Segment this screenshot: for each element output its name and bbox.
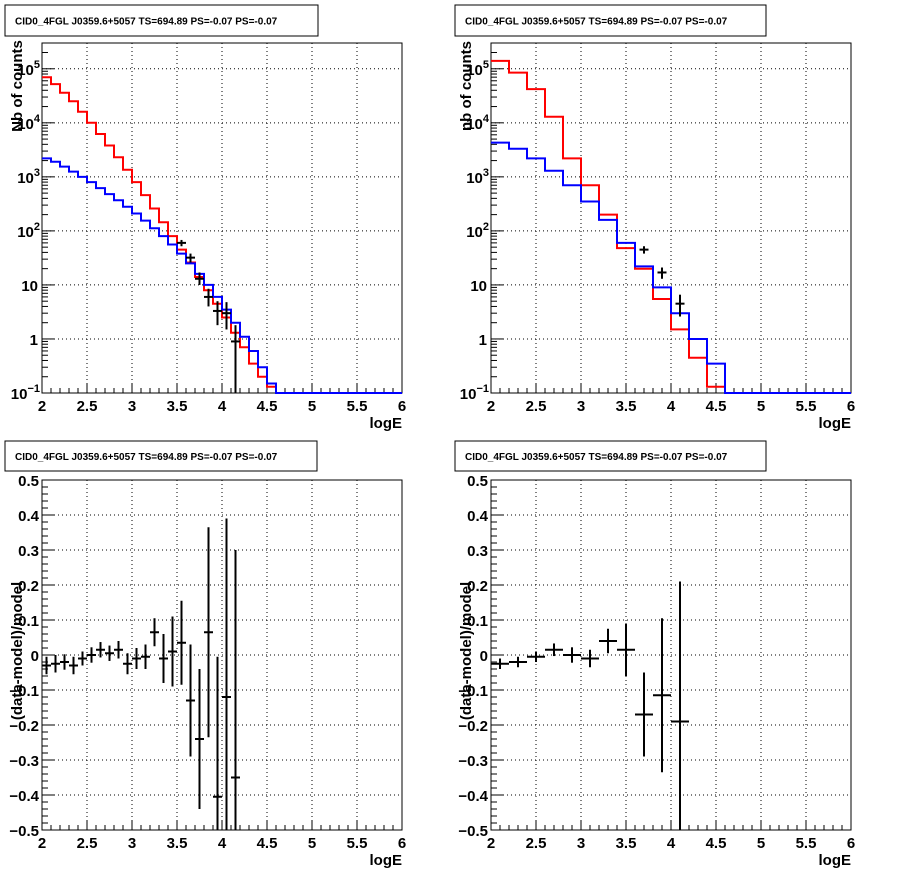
y-tick-label: 0 <box>31 648 39 665</box>
y-tick-label: 104 <box>466 113 490 133</box>
histogram-series-2 <box>491 141 851 394</box>
y-tick-label: −0.1 <box>458 683 488 700</box>
y-tick-label: 1 <box>30 332 38 349</box>
y-tick-label: −0.4 <box>9 788 39 805</box>
y-tick-label: 1 <box>479 332 487 349</box>
x-tick-label: 3 <box>577 398 585 415</box>
x-tick-label: 3.5 <box>616 398 637 415</box>
y-tick-label: 104 <box>17 113 41 133</box>
chart-panel-4: 2 2.5 3 3.5 4 4.5 5 5.5 6 −0.5 −0.4 −0.3 −0.2 −0.1 0 0.… <box>454 440 855 869</box>
y-axis-title: (data-model)/model <box>9 582 26 720</box>
x-tick-label: 2 <box>487 835 495 852</box>
y-tick-label: 102 <box>17 221 40 241</box>
chart-panel-1: 2 2.5 3 3.5 4 4.5 5 5.5 6 10−1 1 10 102 103 104 105 logE… <box>4 4 406 432</box>
x-tick-label: 3 <box>128 398 136 415</box>
x-tick-label: 2.5 <box>526 398 547 415</box>
x-axis-title: logE <box>819 852 852 869</box>
x-tick-label: 4 <box>218 398 227 415</box>
x-tick-label: 3.5 <box>616 835 637 852</box>
x-tick-label: 5.5 <box>796 835 817 852</box>
y-tick-label: −0.5 <box>9 823 39 840</box>
y-tick-label: 105 <box>17 59 40 79</box>
chart-title: CID0_4FGL J0359.6+5057 TS=694.89 PS=-0.0… <box>15 452 278 463</box>
title-box <box>4 440 318 472</box>
x-tick-label: 3 <box>128 835 136 852</box>
plot-frame <box>41 42 403 394</box>
y-tick-label: 103 <box>466 167 489 187</box>
y-tick-label: 0.4 <box>467 508 489 525</box>
plot-frame <box>490 42 852 394</box>
title-box <box>454 4 767 37</box>
x-tick-label: 2 <box>487 398 495 415</box>
x-tick-label: 6 <box>847 398 855 415</box>
y-axis-title: (data-model)/model <box>458 582 475 720</box>
y-tick-label: 105 <box>466 59 489 79</box>
y-tick-label: −0.5 <box>458 823 488 840</box>
y-tick-label: 0.1 <box>18 613 39 630</box>
x-tick-label: 2.5 <box>526 835 547 852</box>
title-box <box>454 440 767 472</box>
y-axis-title: Nb of counts <box>9 40 26 132</box>
y-tick-label: 103 <box>17 167 40 187</box>
x-tick-label: 4.5 <box>257 398 278 415</box>
x-tick-label: 5.5 <box>347 835 368 852</box>
x-tick-label: 5 <box>757 835 765 852</box>
y-tick-label: 10−1 <box>11 383 40 403</box>
y-tick-label: 0.3 <box>18 543 39 560</box>
y-tick-label: −0.1 <box>9 683 39 700</box>
x-tick-label: 3 <box>577 835 585 852</box>
x-axis-title: logE <box>819 415 852 432</box>
chart-panel-3: 2 2.5 3 3.5 4 4.5 5 5.5 6 −0.5 −0.4 −0.3 −0.2 −0.1 0 0.… <box>4 440 406 869</box>
x-tick-label: 4 <box>218 835 227 852</box>
histogram-series-2 <box>42 157 402 394</box>
y-tick-label: 0.3 <box>467 543 488 560</box>
x-tick-label: 5.5 <box>347 398 368 415</box>
x-tick-label: 4.5 <box>706 398 727 415</box>
x-tick-label: 4.5 <box>257 835 278 852</box>
y-tick-label: 102 <box>466 221 489 241</box>
y-tick-label: 0.5 <box>18 473 39 490</box>
y-tick-label: 0.5 <box>467 473 488 490</box>
x-tick-label: 5 <box>757 398 765 415</box>
y-tick-label: 10−1 <box>460 383 489 403</box>
y-tick-label: 0.2 <box>467 578 488 595</box>
x-tick-label: 6 <box>398 398 406 415</box>
x-tick-label: 5 <box>308 398 316 415</box>
x-tick-label: 3.5 <box>167 835 188 852</box>
x-tick-label: 4 <box>667 835 676 852</box>
x-axis-title: logE <box>370 852 403 869</box>
y-tick-label: −0.3 <box>458 753 488 770</box>
y-tick-label: −0.2 <box>9 718 39 735</box>
x-tick-label: 4.5 <box>706 835 727 852</box>
y-tick-label: 0 <box>480 648 488 665</box>
x-tick-label: 2.5 <box>77 835 98 852</box>
x-tick-label: 5.5 <box>796 398 817 415</box>
x-tick-label: 6 <box>398 835 406 852</box>
y-tick-label: −0.3 <box>9 753 39 770</box>
x-axis-title: logE <box>370 415 403 432</box>
y-axis-title: nb of counts <box>458 41 475 131</box>
title-box <box>4 4 319 37</box>
chart-title: CID0_4FGL J0359.6+5057 TS=694.89 PS=-0.0… <box>15 17 278 28</box>
x-tick-label: 2 <box>38 835 46 852</box>
x-tick-label: 5 <box>308 835 316 852</box>
chart-title: CID0_4FGL J0359.6+5057 TS=694.89 PS=-0.0… <box>465 452 728 463</box>
chart-panel-2: 2 2.5 3 3.5 4 4.5 5 5.5 6 10−1 1 10 102 103 104 105 logE… <box>454 4 855 432</box>
x-tick-label: 2 <box>38 398 46 415</box>
x-tick-label: 3.5 <box>167 398 188 415</box>
y-tick-label: 10 <box>470 278 487 295</box>
y-tick-label: 0.2 <box>18 578 39 595</box>
y-tick-label: 10 <box>21 278 38 295</box>
x-tick-label: 4 <box>667 398 676 415</box>
y-tick-label: −0.4 <box>458 788 488 805</box>
chart-title: CID0_4FGL J0359.6+5057 TS=694.89 PS=-0.0… <box>465 17 728 28</box>
y-tick-label: 0.1 <box>467 613 488 630</box>
x-tick-label: 6 <box>847 835 855 852</box>
x-tick-label: 2.5 <box>77 398 98 415</box>
y-tick-label: 0.4 <box>18 508 40 525</box>
y-tick-label: −0.2 <box>458 718 488 735</box>
